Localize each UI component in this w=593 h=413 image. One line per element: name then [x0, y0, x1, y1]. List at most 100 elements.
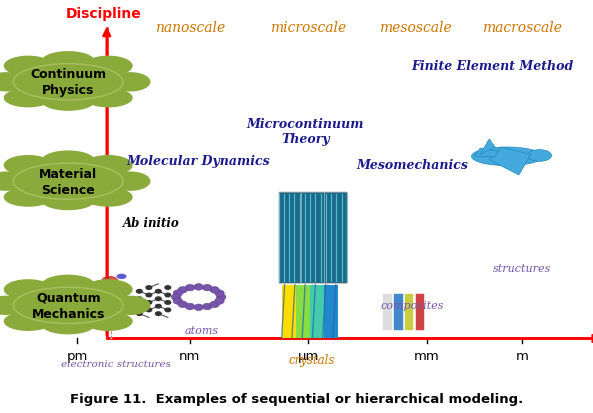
Ellipse shape [42, 275, 95, 295]
Bar [404, 293, 413, 330]
Circle shape [145, 300, 152, 305]
Ellipse shape [4, 280, 53, 300]
Text: μm: μm [298, 349, 319, 362]
Polygon shape [474, 149, 498, 157]
Text: mesoscale: mesoscale [379, 21, 451, 35]
Text: microscale: microscale [270, 21, 346, 35]
Text: composites: composites [380, 301, 444, 311]
Bar [324, 285, 338, 339]
Text: m: m [515, 349, 528, 362]
Circle shape [194, 304, 203, 311]
Circle shape [215, 290, 224, 297]
Circle shape [210, 301, 219, 308]
Bar [279, 192, 347, 283]
Ellipse shape [84, 57, 133, 77]
Circle shape [145, 293, 152, 298]
Text: atoms: atoms [184, 325, 219, 335]
Circle shape [155, 289, 162, 294]
Text: Finite Element Method: Finite Element Method [411, 59, 573, 73]
Text: nm: nm [179, 349, 200, 362]
Circle shape [178, 287, 187, 294]
Circle shape [155, 304, 162, 309]
Ellipse shape [97, 312, 104, 316]
Circle shape [178, 301, 187, 308]
Circle shape [145, 285, 152, 290]
Bar [324, 192, 347, 283]
Circle shape [136, 289, 143, 294]
Bar [415, 293, 424, 330]
Bar [393, 293, 403, 330]
Circle shape [136, 304, 143, 309]
Text: mm: mm [414, 349, 440, 362]
Ellipse shape [110, 296, 151, 315]
Circle shape [210, 287, 219, 294]
Circle shape [173, 298, 183, 304]
Circle shape [185, 285, 195, 291]
Text: nanoscale: nanoscale [155, 21, 225, 35]
Text: Ab initio: Ab initio [123, 216, 180, 230]
Ellipse shape [15, 165, 122, 199]
Circle shape [203, 304, 212, 310]
Ellipse shape [0, 172, 26, 191]
Ellipse shape [84, 312, 133, 331]
Ellipse shape [117, 274, 126, 280]
Bar [301, 192, 324, 283]
Polygon shape [489, 148, 531, 176]
Circle shape [215, 298, 224, 304]
Text: electronic structures: electronic structures [60, 359, 171, 368]
Ellipse shape [42, 191, 95, 211]
Text: Figure 11.  Examples of sequential or hierarchical modeling.: Figure 11. Examples of sequential or hie… [70, 392, 523, 405]
Ellipse shape [113, 307, 124, 313]
Ellipse shape [4, 89, 53, 108]
Ellipse shape [42, 52, 95, 72]
Ellipse shape [109, 320, 116, 324]
Circle shape [173, 290, 183, 297]
Circle shape [155, 311, 162, 316]
Polygon shape [480, 140, 495, 155]
Circle shape [185, 304, 195, 310]
Ellipse shape [0, 73, 26, 92]
Circle shape [155, 297, 162, 301]
Ellipse shape [110, 73, 151, 92]
Ellipse shape [101, 276, 118, 285]
Circle shape [164, 293, 171, 298]
Text: Microcontinuum
Theory: Microcontinuum Theory [247, 118, 364, 146]
Ellipse shape [84, 156, 133, 176]
Ellipse shape [42, 315, 95, 335]
Circle shape [203, 285, 212, 291]
Bar [382, 293, 392, 330]
Text: Molecular Dynamics: Molecular Dynamics [127, 154, 270, 168]
Ellipse shape [84, 188, 133, 207]
Ellipse shape [110, 172, 151, 191]
Ellipse shape [0, 296, 26, 315]
Text: crystals: crystals [288, 353, 334, 366]
Ellipse shape [4, 57, 53, 77]
Circle shape [216, 294, 226, 301]
Circle shape [164, 308, 171, 313]
Ellipse shape [15, 289, 122, 323]
Bar [279, 192, 301, 283]
Bar [282, 285, 296, 339]
Bar [310, 285, 324, 339]
Ellipse shape [42, 92, 95, 112]
Circle shape [194, 284, 203, 290]
Bar [296, 285, 310, 339]
Circle shape [136, 311, 143, 316]
Ellipse shape [528, 150, 551, 162]
Text: macroscale: macroscale [482, 21, 562, 35]
Text: structures: structures [493, 263, 551, 273]
Ellipse shape [98, 298, 110, 305]
Circle shape [171, 294, 181, 301]
Circle shape [136, 297, 143, 301]
Ellipse shape [15, 66, 122, 100]
Circle shape [145, 308, 152, 313]
Ellipse shape [4, 156, 53, 176]
Text: Material
Science: Material Science [39, 167, 97, 196]
Ellipse shape [4, 188, 53, 207]
Circle shape [164, 285, 171, 290]
Ellipse shape [93, 287, 103, 292]
Text: Quantum
Mechanics: Quantum Mechanics [31, 291, 105, 320]
Ellipse shape [84, 280, 133, 300]
Text: pm: pm [66, 349, 88, 362]
Ellipse shape [84, 89, 133, 108]
